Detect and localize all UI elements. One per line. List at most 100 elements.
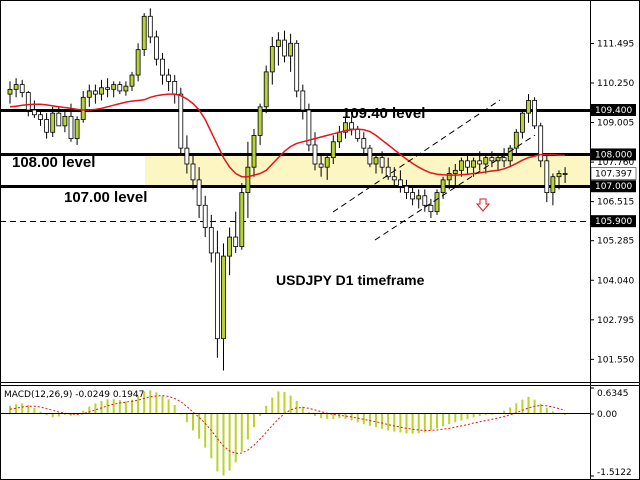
candle-body (117, 84, 123, 92)
candle (62, 110, 68, 133)
candle (129, 71, 135, 91)
candle (294, 40, 300, 98)
candle-body (153, 36, 159, 60)
candle-body (56, 112, 62, 127)
candle-body (166, 74, 172, 82)
candle (184, 135, 190, 174)
candle-body (422, 195, 428, 206)
macd-bar (332, 414, 335, 419)
candle (160, 52, 165, 85)
macd-bar (179, 414, 182, 415)
candle-body (440, 179, 446, 193)
macd-bar (314, 414, 316, 417)
candle-body (349, 122, 355, 130)
candle-body (257, 106, 263, 136)
candle (367, 144, 373, 168)
candle-body (269, 46, 275, 73)
candle (245, 141, 251, 218)
candle-body (526, 100, 531, 114)
macd-bar (509, 407, 512, 415)
macd-bar (405, 414, 408, 434)
candle (465, 154, 470, 174)
level-label-109-40: 109.40 level (342, 105, 425, 122)
macd-tick-label: 0.6345 (597, 389, 629, 399)
candle-body (446, 173, 452, 181)
price-tick-label: 110.250 (597, 79, 634, 89)
down-arrow-icon (475, 198, 491, 212)
macd-bar (265, 405, 268, 415)
macd-bar (271, 397, 274, 415)
price-tick-label: 104.040 (597, 276, 634, 286)
candle (343, 116, 348, 139)
macd-bar (259, 414, 262, 417)
candle-body (263, 71, 269, 108)
macd-bar (137, 395, 140, 415)
candle-body (385, 166, 391, 178)
macd-bar (204, 414, 207, 448)
macd-bar (454, 414, 457, 423)
candle (550, 173, 556, 206)
candle-body (105, 87, 110, 90)
macd-bar (381, 414, 384, 429)
candle (44, 113, 49, 139)
candle-body (7, 88, 13, 95)
candle (19, 79, 25, 98)
candle-body (343, 122, 348, 133)
candle (324, 154, 330, 180)
candle (221, 243, 226, 371)
level-box (591, 180, 636, 193)
macd-bar (70, 414, 72, 416)
candle-body (336, 131, 342, 143)
level-box (591, 148, 636, 161)
macd-bar (9, 405, 11, 415)
macd-bar (185, 414, 188, 423)
macd-bar (234, 414, 237, 463)
candle (434, 189, 440, 215)
candle (422, 189, 428, 212)
candle-body (367, 147, 373, 165)
candle-body (135, 49, 141, 76)
macd-bar (15, 404, 18, 415)
macd-bar (442, 414, 445, 427)
candle-body (147, 15, 153, 38)
macd-bar (21, 403, 24, 415)
macd-bar (521, 399, 524, 415)
candle-body (556, 173, 562, 178)
candle (416, 189, 422, 209)
candle-body (397, 179, 403, 187)
candle (7, 81, 13, 104)
candle-body (538, 125, 544, 162)
candle (428, 198, 434, 218)
macd-bar (143, 391, 146, 415)
candle (495, 154, 501, 171)
candle-body (214, 252, 220, 340)
candle (544, 154, 550, 203)
macd-bar (149, 390, 152, 415)
candle (385, 157, 391, 180)
candle-body (239, 192, 245, 247)
candle (306, 103, 312, 152)
candle (318, 154, 324, 177)
macd-label: MACD(12,26,9) -0.0249 0.1947 (4, 390, 144, 400)
macd-bar (173, 404, 176, 415)
candle (13, 78, 19, 98)
candle (288, 33, 294, 72)
macd-bar (387, 414, 390, 431)
candle (239, 183, 245, 250)
candle (25, 90, 31, 117)
macd-bar (167, 399, 170, 415)
candle (172, 75, 178, 104)
candle-body (379, 157, 385, 168)
candle (227, 227, 233, 276)
candle-body (489, 157, 495, 162)
candle-body (477, 160, 483, 165)
candle (501, 148, 507, 168)
macd-signal-path (9, 395, 566, 454)
macd-bar (94, 403, 97, 415)
macd-histogram (9, 390, 567, 476)
price-tick-label: 101.550 (597, 355, 634, 365)
candle (562, 167, 568, 184)
candle-body (221, 255, 226, 340)
macd-bar (326, 414, 329, 419)
level-box-label: 105.900 (595, 217, 632, 227)
